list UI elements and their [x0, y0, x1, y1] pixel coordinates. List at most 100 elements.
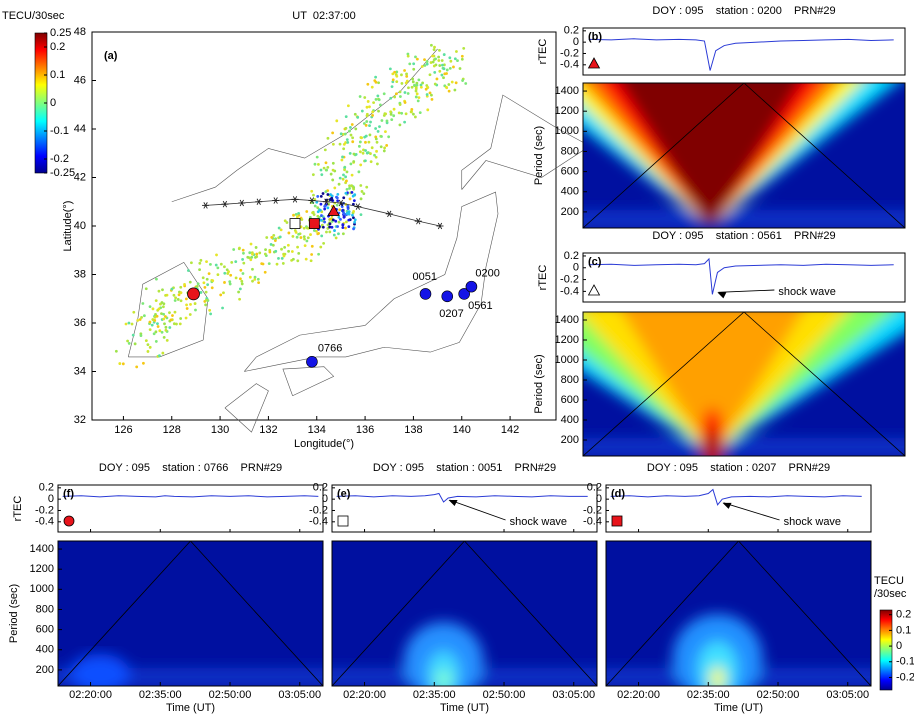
receiver-dot — [127, 321, 131, 325]
receiver-dot — [168, 311, 171, 315]
receiver-dot — [337, 182, 341, 186]
receiver-dot — [397, 111, 401, 115]
receiver-dot — [188, 280, 192, 284]
receiver-dot — [332, 233, 336, 237]
panel-title: DOY : 095 station : 0207 PRN#29 — [647, 462, 830, 474]
receiver-dot — [184, 316, 188, 320]
y-tick-label: -0.4 — [309, 516, 328, 528]
receiver-dot — [196, 282, 200, 286]
receiver-dot — [296, 245, 299, 249]
x-tick-label: 02:20:00 — [617, 689, 660, 701]
x-tick-label: 02:50:00 — [483, 689, 526, 701]
receiver-dot — [345, 220, 348, 224]
receiver-dot — [352, 227, 355, 231]
receiver-dot — [146, 343, 150, 347]
receiver-dot — [405, 74, 409, 78]
tec-frame — [605, 484, 872, 533]
receiver-dot — [442, 67, 446, 71]
receiver-dot — [164, 293, 167, 297]
receiver-dot — [230, 260, 234, 264]
receiver-dot — [267, 262, 271, 266]
receiver-dot — [360, 190, 364, 193]
panel-label: (e) — [337, 488, 351, 500]
receiver-dot — [223, 271, 227, 275]
receiver-dot — [146, 350, 150, 353]
receiver-dot — [351, 140, 355, 144]
receiver-dot — [209, 312, 213, 316]
receiver-dot — [442, 53, 446, 56]
spectrogram-frame — [331, 540, 598, 687]
receiver-dot — [339, 218, 342, 221]
y-tick-label: 46 — [74, 74, 86, 86]
receiver-dot — [351, 202, 355, 206]
receiver-dot — [385, 119, 389, 123]
spectrogram-field — [606, 614, 871, 686]
y-axis-label: rTEC — [537, 265, 549, 291]
receiver-dot — [335, 195, 338, 199]
receiver-dot — [306, 236, 310, 240]
y-tick-label: 0.2 — [564, 25, 579, 37]
receiver-dot — [281, 262, 285, 265]
y-tick-label: 800 — [36, 603, 54, 615]
x-tick-label: 02:50:00 — [757, 689, 800, 701]
receiver-dot — [131, 333, 135, 337]
receiver-dot — [398, 103, 402, 106]
y-tick-label: 1200 — [555, 334, 579, 346]
receiver-dot — [331, 161, 335, 165]
receiver-dot — [216, 273, 220, 277]
receiver-dot — [364, 140, 367, 144]
tec-line — [588, 257, 894, 295]
receiver-dot — [179, 285, 183, 289]
receiver-dot — [156, 325, 160, 328]
receiver-dot — [234, 260, 238, 264]
receiver-dot — [420, 65, 424, 68]
receiver-dot — [333, 229, 336, 232]
tec-line — [588, 38, 894, 71]
receiver-dot — [177, 293, 181, 297]
station-label: 0766 — [318, 343, 342, 355]
y-tick-label: -0.2 — [35, 504, 54, 516]
y-tick-label: 1400 — [30, 543, 54, 555]
receiver-dot — [442, 76, 445, 80]
y-tick-label: 1000 — [555, 354, 579, 366]
receiver-dot — [353, 220, 357, 224]
receiver-dot — [144, 287, 148, 291]
receiver-dot — [221, 306, 224, 310]
receiver-dot — [330, 194, 334, 198]
y-tick-label: 34 — [74, 365, 86, 377]
receiver-dot — [410, 85, 414, 89]
receiver-dot — [365, 151, 369, 155]
receiver-dot — [173, 299, 177, 302]
receiver-dot — [206, 283, 210, 287]
receiver-dot — [391, 72, 395, 76]
panel-marker — [63, 515, 75, 527]
colorbar — [879, 609, 893, 691]
x-tick-label: 138 — [404, 424, 422, 436]
receiver-dot — [403, 91, 407, 94]
receiver-dot — [305, 239, 309, 243]
receiver-dot — [148, 328, 152, 332]
receiver-dot — [142, 314, 146, 318]
map-marker — [187, 287, 200, 301]
receiver-dot — [154, 313, 157, 316]
y-tick-label: 200 — [561, 206, 579, 218]
receiver-dot — [346, 141, 350, 144]
y-tick-label: -0.4 — [560, 59, 579, 71]
x-tick-label: 02:20:00 — [69, 689, 112, 701]
panel-marker — [337, 515, 349, 527]
y-axis-label: Period (sec) — [533, 126, 545, 185]
spectrogram-blob — [69, 654, 130, 686]
receiver-dot — [417, 78, 421, 82]
receiver-dot — [310, 244, 314, 248]
panel-title: DOY : 095 station : 0561 PRN#29 — [652, 230, 835, 242]
receiver-dot — [179, 317, 183, 320]
y-axis-label: Latitude(°) — [62, 201, 74, 252]
receiver-dot — [339, 132, 343, 136]
receiver-dot — [453, 57, 457, 61]
receiver-dot — [464, 82, 468, 85]
receiver-dot — [344, 226, 347, 230]
x-tick-label: 02:50:00 — [209, 689, 252, 701]
receiver-dot — [364, 123, 368, 127]
receiver-dot — [383, 146, 386, 150]
receiver-dot — [334, 236, 338, 240]
